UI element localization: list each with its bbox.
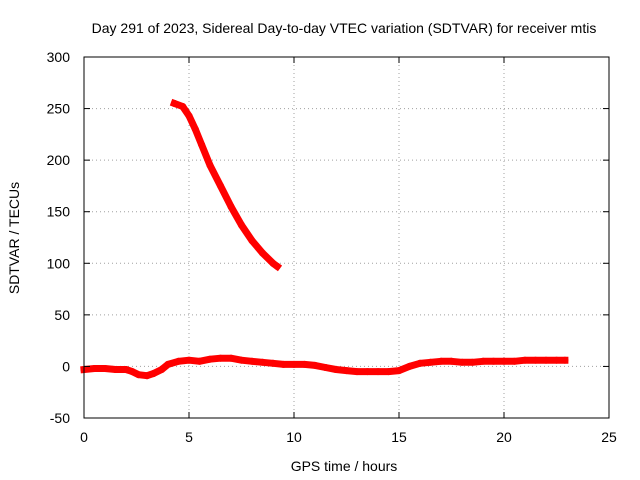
series-2-point — [395, 367, 403, 375]
series-1-point — [179, 103, 187, 110]
series-2-point — [112, 366, 119, 373]
y-tick-label: 0 — [62, 358, 70, 374]
y-tick-label: 300 — [47, 49, 71, 65]
series-2-point — [553, 356, 560, 364]
series-2-point — [532, 356, 539, 364]
series-2-point — [343, 367, 350, 375]
series-2-point — [91, 365, 98, 372]
series-2-point — [158, 366, 166, 373]
x-tick-label: 15 — [391, 429, 407, 445]
series-1-point — [248, 237, 256, 245]
series-2-point — [500, 357, 508, 365]
series-2-point — [322, 364, 329, 371]
series-2-point — [164, 360, 172, 368]
series-2-point — [427, 358, 434, 366]
y-tick-label: 100 — [47, 255, 71, 271]
series-1-point — [191, 125, 199, 133]
series-2-point — [469, 358, 476, 366]
plot-frame — [83, 56, 610, 419]
ticks — [83, 56, 610, 419]
series-2-point — [101, 365, 109, 372]
x-tick-label: 10 — [286, 429, 302, 445]
x-tick-label: 0 — [80, 429, 88, 445]
x-tick-label: 25 — [601, 429, 617, 445]
series-2-point — [185, 356, 193, 364]
series-2-point — [458, 358, 466, 366]
series-2-point — [143, 372, 151, 380]
y-axis-label: SDTVAR / TECUs — [6, 182, 22, 294]
x-axis-label: GPS time / hours — [291, 458, 398, 474]
series-2-point — [301, 360, 308, 368]
series-2-point — [248, 357, 256, 365]
series-2-point — [290, 360, 298, 368]
series-2-point — [206, 355, 214, 363]
series-2-point — [353, 368, 361, 376]
y-tick-label: 200 — [47, 152, 71, 168]
series-2-point — [128, 368, 136, 376]
y-tick-label: 150 — [47, 204, 71, 220]
series-2-point — [374, 368, 382, 376]
series-2-point — [416, 359, 424, 367]
series-2-point — [135, 371, 143, 379]
series-2-point — [259, 358, 266, 366]
series-2-point — [280, 360, 287, 368]
series-1-point — [170, 99, 178, 107]
series-1-point — [259, 249, 266, 257]
x-tick-label: 5 — [185, 429, 193, 445]
series-2-point — [385, 368, 392, 376]
series-2-point — [227, 354, 235, 362]
series-1-point — [206, 161, 214, 169]
series-2-point — [332, 366, 340, 373]
series-1-point — [198, 141, 206, 149]
series-2-point — [196, 357, 203, 365]
series-1-point — [273, 262, 281, 270]
series-1-point — [185, 112, 193, 120]
series-1-point — [227, 203, 235, 211]
series-2-point — [521, 356, 529, 364]
series-2-point — [406, 362, 413, 370]
series-2-point — [175, 357, 182, 365]
series-2-point — [542, 356, 550, 364]
series-2-point — [149, 370, 157, 378]
series-1-point — [238, 221, 245, 229]
x-tick-label: 20 — [496, 429, 512, 445]
series-2-point — [311, 361, 319, 369]
series-2-point — [511, 357, 518, 365]
series-2-point — [448, 357, 455, 365]
series-2-point — [217, 354, 224, 362]
series-2-point — [238, 356, 245, 364]
chart-title: Day 291 of 2023, Sidereal Day-to-day VTE… — [92, 20, 597, 36]
series-2-point — [490, 357, 497, 365]
y-tick-label: 250 — [47, 101, 71, 117]
series-2-point — [364, 368, 371, 376]
series-2-point — [437, 357, 445, 365]
series-2-point — [269, 359, 277, 367]
series-2-point — [561, 356, 569, 364]
series-layer — [80, 98, 569, 380]
series-2-point — [122, 366, 130, 373]
y-tick-label: -50 — [50, 410, 70, 426]
y-tick-label: 50 — [54, 307, 70, 323]
series-1-point — [217, 182, 224, 190]
series-2-point — [479, 357, 487, 365]
tick-labels: 0 5 10 15 20 25 -50 0 50 100 150 200 250 300 — [47, 49, 617, 445]
